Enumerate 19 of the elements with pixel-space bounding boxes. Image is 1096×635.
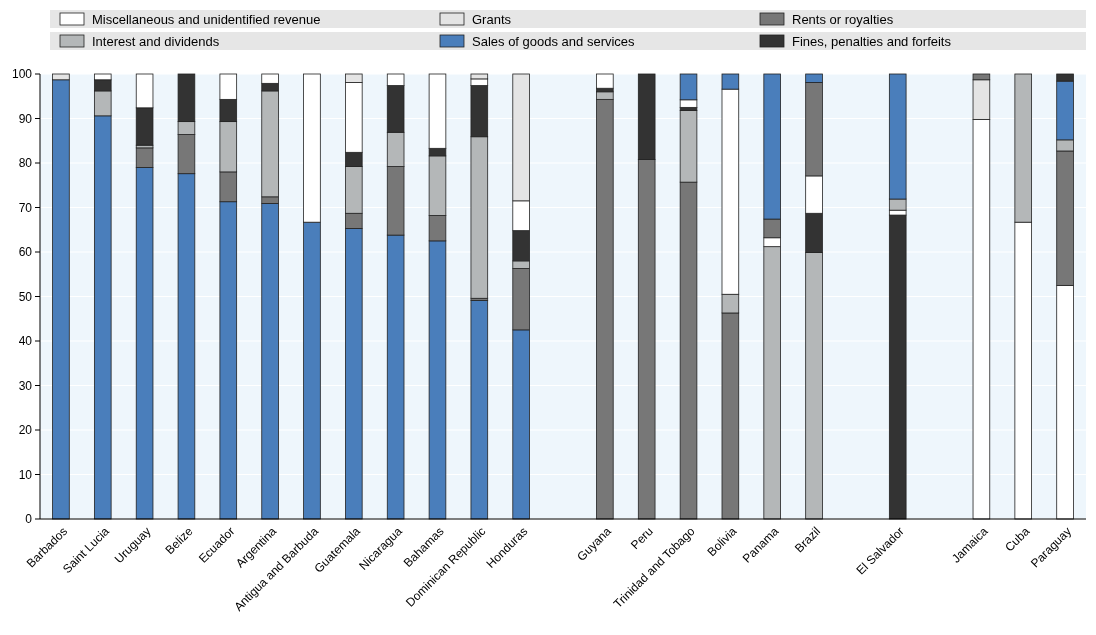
legend-label: Miscellaneous and unidentified revenue bbox=[92, 11, 321, 27]
legend-label: Sales of goods and services bbox=[472, 33, 636, 49]
y-tick-label: 20 bbox=[18, 423, 33, 438]
y-tick-label: 100 bbox=[11, 67, 33, 82]
y-tick-label: 40 bbox=[18, 334, 33, 349]
y-tick-label: 10 bbox=[18, 467, 33, 482]
legend-label: Interest and dividends bbox=[92, 33, 220, 49]
y-tick-label: 0 bbox=[25, 512, 33, 527]
legend-label: Grants bbox=[472, 11, 512, 27]
bar bbox=[888, 214, 907, 520]
y-tick-label: 60 bbox=[18, 245, 33, 260]
bar bbox=[470, 300, 489, 520]
y-tick-label: 30 bbox=[18, 378, 33, 393]
y-tick-label: 70 bbox=[18, 200, 33, 215]
legend-label: Fines, penalties and forfeits bbox=[792, 33, 952, 49]
y-tick-label: 80 bbox=[18, 156, 33, 171]
legend-label: Rents or royalties bbox=[792, 11, 894, 27]
y-tick-label: 50 bbox=[18, 289, 33, 304]
y-tick-label: 90 bbox=[18, 111, 33, 126]
